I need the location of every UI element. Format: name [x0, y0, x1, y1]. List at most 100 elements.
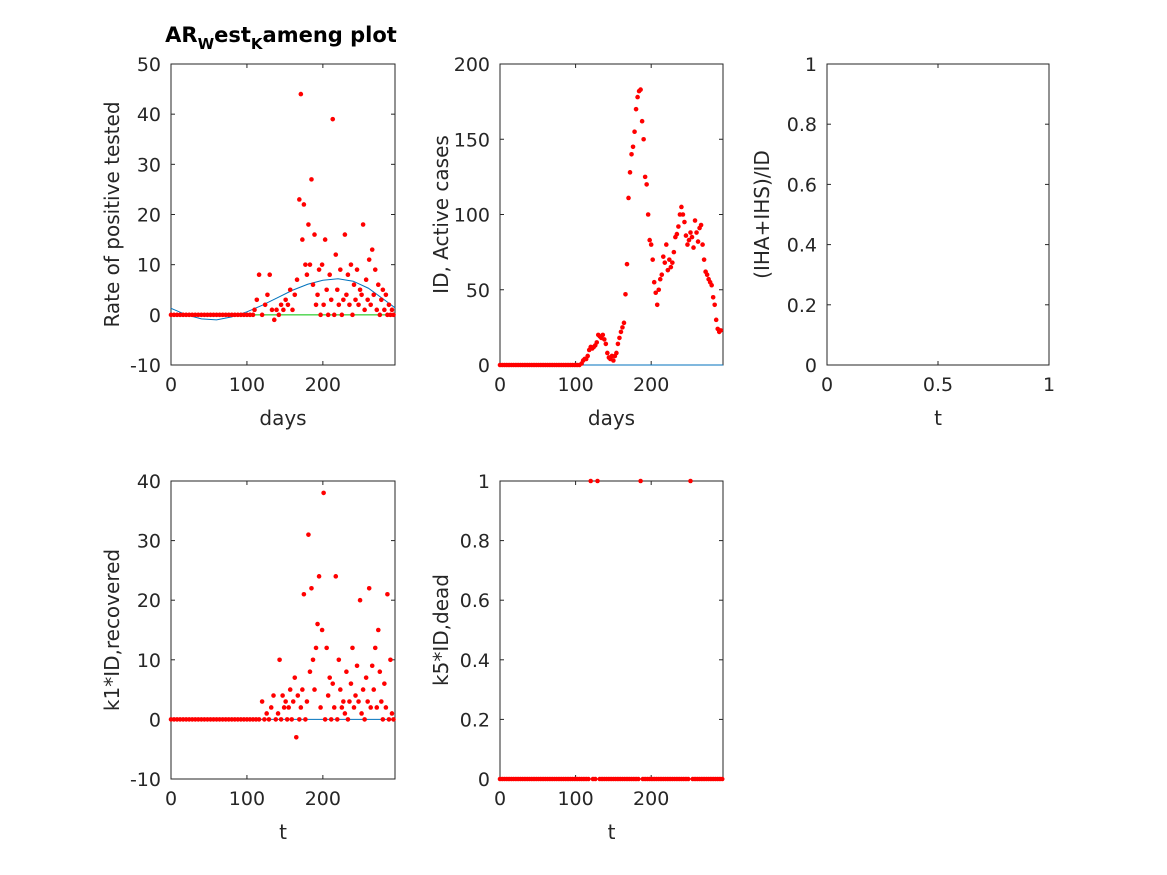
data-point	[325, 312, 331, 318]
data-point	[287, 687, 293, 692]
data-point	[359, 292, 364, 298]
data-point	[356, 302, 361, 308]
data-point	[614, 350, 619, 356]
axes-box	[170, 480, 396, 780]
data-point	[265, 292, 270, 298]
y-tick-label: 0.8	[460, 531, 490, 553]
y-tick-label: 0	[149, 709, 161, 731]
data-point	[617, 335, 622, 341]
data-point	[695, 239, 701, 244]
data-point	[356, 699, 361, 704]
data-point	[377, 669, 383, 675]
data-point	[664, 242, 669, 247]
data-point	[269, 307, 275, 313]
data-point	[325, 693, 331, 698]
data-point	[713, 317, 719, 323]
data-point	[657, 276, 663, 282]
data-point	[701, 257, 707, 262]
data-point	[321, 490, 326, 496]
data-point	[353, 693, 358, 698]
x-tick-label: 0	[821, 374, 833, 396]
data-point	[328, 297, 334, 303]
data-point	[284, 717, 290, 722]
data-point	[324, 287, 329, 293]
data-point	[656, 287, 662, 293]
data-point	[682, 219, 687, 225]
data-point	[344, 669, 349, 675]
data-point	[339, 312, 345, 318]
data-point	[334, 717, 340, 722]
data-point	[595, 478, 600, 484]
data-point	[309, 585, 314, 591]
data-point	[319, 262, 325, 267]
data-point	[363, 277, 369, 283]
data-point	[306, 532, 311, 537]
data-point	[304, 699, 310, 704]
data-point	[344, 292, 349, 298]
data-point	[662, 260, 668, 265]
data-point	[372, 645, 378, 651]
data-point	[259, 699, 265, 704]
y-tick-label: 30	[137, 531, 161, 553]
x-tick-label: 0.5	[923, 374, 953, 396]
plot-area	[497, 87, 724, 368]
plot-area	[168, 91, 396, 323]
y-tick-label: 50	[466, 280, 490, 302]
data-point	[659, 272, 665, 278]
data-point	[271, 317, 277, 323]
data-point	[327, 272, 332, 278]
title-part-main: AR	[165, 23, 197, 47]
x-tick-label: 0	[165, 374, 177, 396]
x-axis-label: days	[259, 406, 306, 430]
y-tick-label: 0.8	[787, 114, 817, 136]
data-point	[700, 242, 705, 247]
data-point	[300, 237, 305, 242]
data-point	[303, 717, 308, 722]
y-tick-label: 0.2	[787, 295, 817, 317]
data-point	[274, 307, 279, 313]
y-axis-label: (IHA+IHS)/ID	[750, 150, 774, 279]
data-point	[374, 307, 380, 313]
data-point	[389, 711, 395, 716]
data-point	[333, 252, 339, 257]
data-point	[369, 663, 375, 669]
data-point	[267, 272, 273, 278]
data-point	[295, 693, 301, 698]
x-tick-label: 0	[165, 788, 177, 810]
data-point	[292, 675, 298, 680]
y-tick-label: 0	[478, 355, 490, 377]
data-point	[328, 717, 334, 722]
data-point	[374, 705, 380, 710]
data-point	[679, 204, 684, 210]
data-point	[259, 312, 265, 318]
data-point	[363, 675, 369, 680]
data-point	[309, 177, 314, 182]
data-point	[653, 290, 659, 296]
figure-title: ARWestKameng plot	[165, 23, 397, 53]
data-point	[671, 249, 677, 255]
data-point	[281, 705, 287, 710]
data-point	[379, 699, 384, 704]
data-point	[667, 257, 672, 262]
data-point	[365, 297, 370, 303]
data-point	[636, 776, 641, 782]
data-point	[644, 182, 649, 187]
data-point	[278, 302, 284, 308]
data-point	[602, 337, 607, 342]
data-point	[633, 106, 639, 112]
title-subscript-w: W	[198, 35, 215, 53]
y-axis-label: Rate of positive tested	[100, 101, 124, 327]
data-point	[603, 341, 609, 347]
data-point	[654, 302, 660, 308]
y-tick-label: 10	[137, 255, 161, 277]
data-point	[350, 312, 355, 318]
x-axis-label: days	[588, 406, 635, 430]
data-point	[371, 687, 377, 692]
data-point	[342, 711, 348, 716]
x-tick-label: 100	[229, 788, 265, 810]
data-point	[710, 294, 716, 300]
data-point	[623, 291, 628, 297]
data-point	[342, 232, 348, 237]
data-point	[719, 776, 725, 782]
